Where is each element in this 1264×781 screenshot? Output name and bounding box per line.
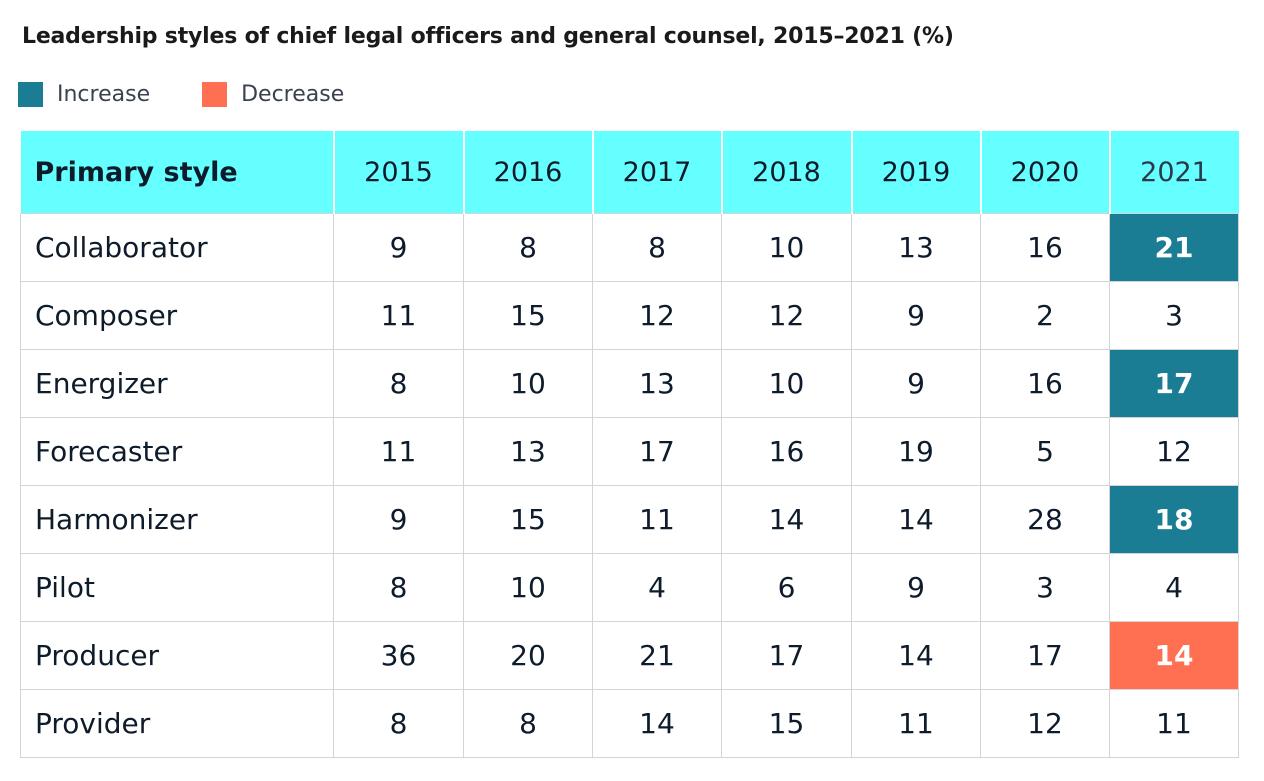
table-cell: 14 [851,621,981,690]
table-cell: 36 [333,621,464,690]
table-cell: 9 [851,349,981,418]
column-header: 2017 [592,131,723,214]
row-label: Harmonizer [20,485,334,554]
table-cell: 13 [851,213,981,282]
legend-label: Increase [57,82,151,107]
column-header: Primary style [20,131,335,214]
increase-swatch [18,82,43,107]
table-cell: 13 [592,349,722,418]
table-cell: 21 [1109,213,1239,282]
table-cell: 16 [721,417,852,486]
row-label: Energizer [20,349,334,418]
legend-item-decrease: Decrease [202,82,344,107]
table-row: Pilot 8 10 4 6 9 3 4 [20,553,1239,622]
chart-title: Leadership styles of chief legal officer… [22,24,954,49]
table-cell: 15 [463,485,593,554]
row-label: Collaborator [20,213,334,282]
table-row: Forecaster 11 13 17 16 19 5 12 [20,417,1239,486]
table-cell: 11 [333,281,464,350]
table-cell: 8 [333,689,464,758]
table-cell: 15 [721,689,852,758]
legend-item-increase: Increase [18,82,150,107]
table-cell: 19 [851,417,981,486]
row-label: Pilot [20,553,334,622]
table-cell: 11 [1109,689,1239,758]
table-cell: 8 [333,349,464,418]
table-cell: 13 [463,417,593,486]
row-label: Producer [20,621,334,690]
row-label: Provider [20,689,334,758]
legend-label: Decrease [241,82,345,107]
table-cell: 5 [980,417,1110,486]
table-cell: 10 [721,213,852,282]
row-label: Composer [20,281,334,350]
table-row: Harmonizer 9 15 11 14 14 28 18 [20,485,1239,554]
legend: Increase Decrease [18,82,396,107]
table-cell: 17 [1109,349,1239,418]
table-cell: 17 [592,417,722,486]
table-cell: 11 [851,689,981,758]
table-row: Collaborator 9 8 8 10 13 16 21 [20,213,1239,282]
data-table: Primary style 2015 2016 2017 2018 2019 2020 202… [20,131,1239,758]
table-cell: 14 [721,485,852,554]
column-header: 2019 [851,131,982,214]
table-row: Energizer 8 10 13 10 9 16 17 [20,349,1239,418]
table-cell: 11 [592,485,722,554]
table-cell: 28 [980,485,1110,554]
column-header: 2018 [721,131,853,214]
table-cell: 16 [980,213,1110,282]
table-cell: 9 [333,213,464,282]
table-cell: 14 [851,485,981,554]
table-cell: 9 [851,281,981,350]
header-row: Primary style 2015 2016 2017 2018 2019 2020 202… [20,131,1239,214]
column-header: 2021 [1109,131,1239,214]
table-cell: 8 [463,213,593,282]
table-cell: 2 [980,281,1110,350]
table-cell: 10 [463,349,593,418]
table-cell: 14 [592,689,722,758]
column-header: 2015 [333,131,465,214]
table-cell: 9 [333,485,464,554]
table-cell: 14 [1109,621,1239,690]
table-cell: 21 [592,621,722,690]
table-cell: 10 [463,553,593,622]
table-cell: 3 [980,553,1110,622]
decrease-swatch [202,82,228,107]
table-cell: 6 [721,553,852,622]
table-cell: 16 [980,349,1110,418]
table-row: Provider 8 8 14 15 11 12 11 [20,689,1239,758]
table-cell: 12 [980,689,1110,758]
table-cell: 11 [333,417,464,486]
table-cell: 15 [463,281,593,350]
table-cell: 8 [333,553,464,622]
table-cell: 12 [721,281,852,350]
table-cell: 18 [1109,485,1239,554]
table-cell: 3 [1109,281,1239,350]
table-cell: 17 [980,621,1110,690]
row-label: Forecaster [20,417,334,486]
column-header: 2016 [463,131,594,214]
column-header: 2020 [980,131,1111,214]
table-cell: 9 [851,553,981,622]
table-cell: 8 [463,689,593,758]
table-cell: 10 [721,349,852,418]
table-cell: 4 [592,553,722,622]
table-cell: 20 [463,621,593,690]
table-cell: 17 [721,621,852,690]
table-cell: 12 [1109,417,1239,486]
table-cell: 4 [1109,553,1239,622]
table-cell: 12 [592,281,722,350]
table-row: Producer 36 20 21 17 14 17 14 [20,621,1239,690]
table-cell: 8 [592,213,722,282]
table-row: Composer 11 15 12 12 9 2 3 [20,281,1239,350]
